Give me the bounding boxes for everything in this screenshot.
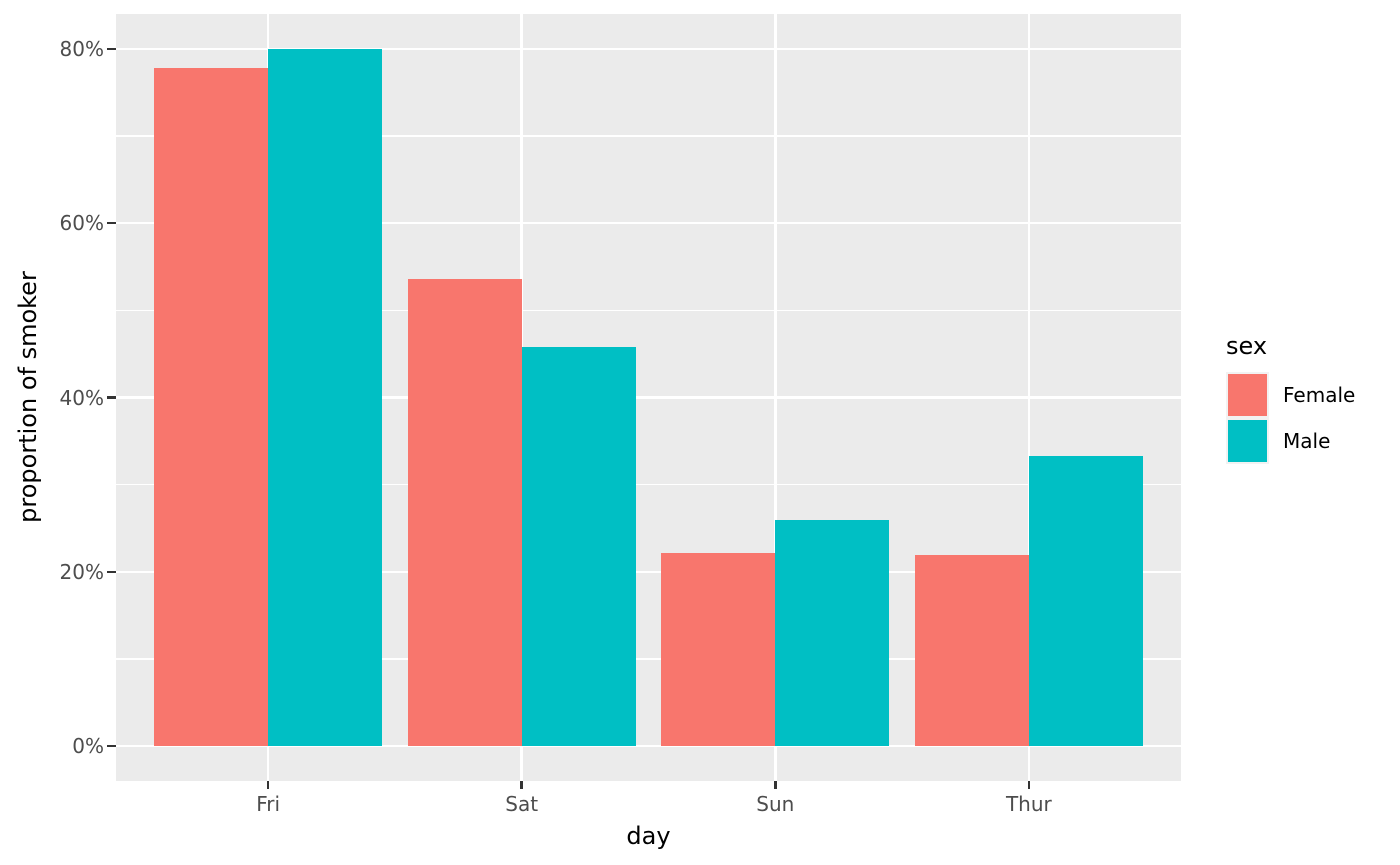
gridline-major-80 <box>116 47 1181 51</box>
gridline-minor-10 <box>116 658 1181 660</box>
y-tick-label-0: 0% <box>72 734 104 759</box>
x-tick-mark-fri <box>266 781 270 789</box>
y-tick-mark-60 <box>107 221 116 225</box>
y-tick-label-40: 40% <box>59 385 104 410</box>
gridline-major-40 <box>116 396 1181 399</box>
gridline-x-sun <box>773 14 777 781</box>
y-tick-mark-40 <box>107 396 116 399</box>
bar-fri-male <box>268 48 383 747</box>
bar-sat-male <box>521 346 636 747</box>
gridline-x-fri <box>266 14 270 781</box>
female-color-swatch <box>1228 374 1267 416</box>
x-tick-label-sat: Sat <box>505 792 539 816</box>
gridline-minor-50 <box>116 309 1181 311</box>
plot-panel <box>116 14 1181 781</box>
bar-thur-female <box>914 555 1029 747</box>
bar-fri-female <box>154 68 269 747</box>
x-tick-mark-sun <box>774 781 777 789</box>
gridline-major-0 <box>116 744 1181 748</box>
x-tick-label-thur: Thur <box>1005 792 1052 816</box>
bar-sun-male <box>775 520 890 747</box>
legend: sex Female Male <box>1226 0 1396 865</box>
y-tick-label-60: 60% <box>59 211 104 236</box>
x-axis-title: day <box>626 822 671 850</box>
x-tick-mark-sat <box>520 781 523 789</box>
gridline-minor-70 <box>116 135 1181 137</box>
x-tick-label-sun: Sun <box>756 792 795 816</box>
y-tick-mark-20 <box>107 570 116 574</box>
y-tick-label-80: 80% <box>59 36 104 61</box>
legend-label-male: Male <box>1283 429 1331 453</box>
gridline-minor-30 <box>116 484 1181 486</box>
legend-item-female: Female <box>1226 372 1355 418</box>
bar-sat-female <box>407 278 522 747</box>
legend-key-male <box>1226 418 1269 464</box>
gridline-major-20 <box>116 570 1181 574</box>
legend-key-female <box>1226 372 1269 418</box>
y-tick-mark-0 <box>107 744 116 748</box>
x-tick-label-fri: Fri <box>256 792 281 816</box>
legend-title: sex <box>1226 332 1268 360</box>
y-tick-mark-80 <box>107 47 116 51</box>
male-color-swatch <box>1228 420 1267 462</box>
legend-label-female: Female <box>1283 383 1356 407</box>
gridline-major-60 <box>116 221 1181 225</box>
bar-sun-female <box>661 552 776 747</box>
legend-item-male: Male <box>1226 418 1330 464</box>
gridline-x-thur <box>1027 14 1031 781</box>
bar-thur-male <box>1028 455 1143 747</box>
y-tick-label-20: 20% <box>59 559 104 584</box>
x-tick-mark-thur <box>1027 781 1031 789</box>
